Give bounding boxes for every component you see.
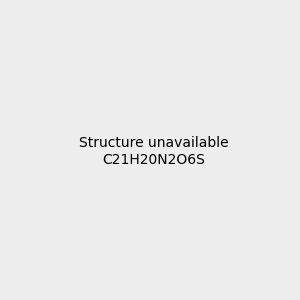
Text: Structure unavailable
C21H20N2O6S: Structure unavailable C21H20N2O6S bbox=[79, 136, 229, 166]
